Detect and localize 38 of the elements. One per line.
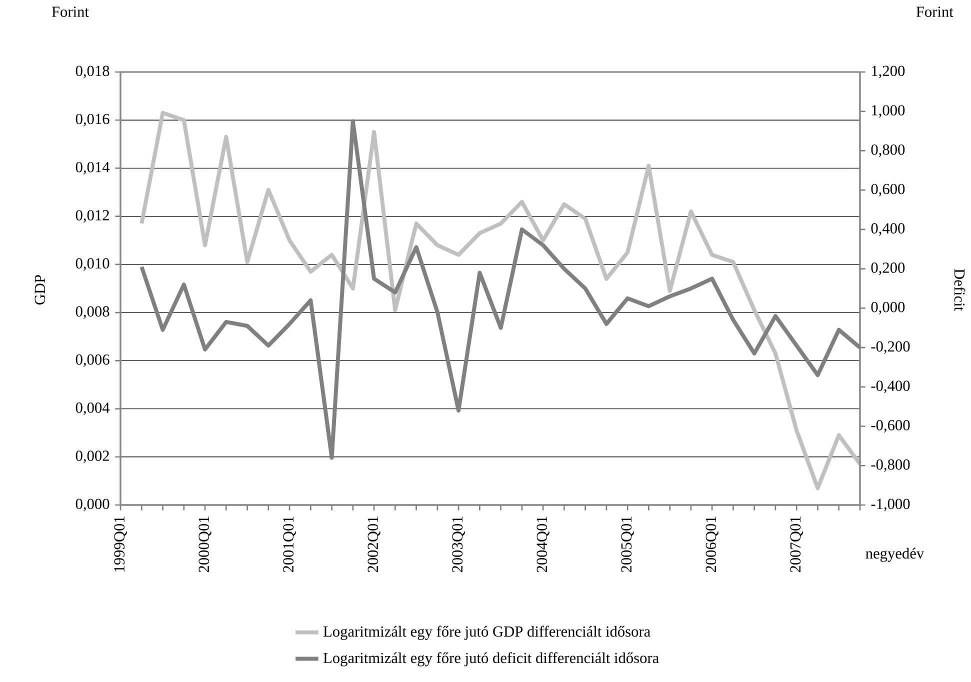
y2-tick-label: -0,200 [871, 341, 910, 354]
y2-tick-label: 1,200 [872, 66, 905, 78]
y2-tick-label: 0,200 [871, 262, 905, 276]
x-tick-label: 2003Q01 [452, 516, 465, 572]
legend-label: Logaritmizált egy főre jutó GDP differenciált idősora [323, 626, 650, 640]
x-tick-label: 2006Q01 [706, 516, 718, 572]
y2-tick-label: 1,000 [872, 105, 905, 118]
x-tick-label: 1999Q01 [114, 516, 127, 572]
x-tick-label: 2005Q01 [621, 516, 634, 572]
y-tick-label: 0,010 [76, 258, 110, 271]
y-tick-label: 0,018 [76, 66, 110, 78]
y2-tick-label: -0,800 [871, 459, 910, 472]
x-axis-title: negyedév [866, 548, 924, 562]
y-tick-label: 0,012 [76, 210, 109, 223]
x-tick-label: 2007Q01 [790, 516, 803, 572]
y-tick-label: 0,008 [76, 306, 110, 319]
y-tick-label: 0,014 [76, 162, 110, 175]
x-tick-label: 2001Q01 [283, 516, 296, 572]
y-tick-label: 0,004 [76, 402, 110, 416]
text: Forint [916, 6, 954, 17]
y2-tick-label: 0,800 [871, 144, 905, 158]
x-tick-label: 2000Q01 [198, 516, 212, 572]
y-axis-title: GDP [34, 275, 46, 305]
y-tick-label: 0,002 [76, 450, 109, 464]
y2-tick-label: 0,600 [871, 184, 905, 196]
x-tick-label: 2002Q01 [368, 516, 380, 572]
y2-tick-label: 0,400 [871, 223, 905, 236]
y-tick-label: 0,006 [76, 354, 110, 367]
legend-label: Logaritmizált egy főre jutó deficit differenciált idősora [323, 652, 659, 666]
text: Forint [52, 6, 89, 17]
y2-tick-label: -0,400 [871, 380, 910, 394]
y2-tick-label: 0,000 [871, 302, 905, 314]
x-tick-label: 2004Q01 [536, 516, 550, 572]
y2-axis-title: Deficit [954, 268, 966, 311]
y-tick-label: 0,016 [76, 114, 110, 126]
y2-tick-label: -0,600 [871, 420, 910, 433]
y-tick-label: 0,000 [76, 498, 110, 512]
y2-tick-label: -1,000 [871, 498, 910, 512]
